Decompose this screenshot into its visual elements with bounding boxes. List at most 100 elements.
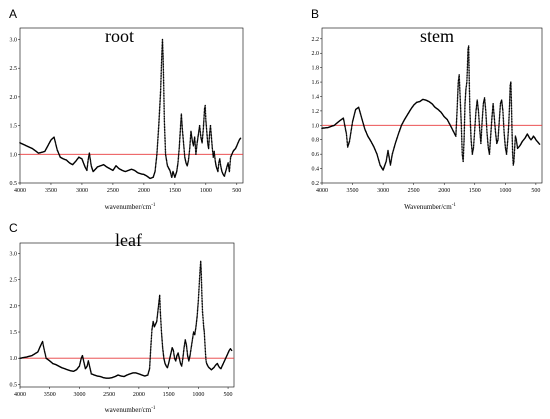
- data-point: [169, 171, 172, 174]
- data-point: [229, 159, 232, 161]
- data-point: [228, 167, 231, 170]
- data-point: [502, 122, 505, 125]
- data-point: [198, 284, 200, 286]
- data-point: [220, 166, 222, 168]
- data-point: [349, 133, 352, 136]
- data-point: [198, 292, 200, 294]
- data-point: [489, 142, 491, 145]
- data-point: [192, 143, 195, 146]
- data-point: [199, 127, 201, 130]
- data-point: [178, 147, 180, 150]
- data-point: [204, 115, 207, 118]
- data-point: [210, 137, 213, 140]
- data-point: [158, 118, 160, 121]
- data-point: [504, 140, 506, 142]
- data-point: [469, 123, 472, 126]
- data-point: [462, 157, 465, 160]
- data-point: [388, 154, 390, 157]
- data-point: [459, 89, 461, 92]
- data-point: [460, 121, 462, 124]
- data-point: [190, 344, 193, 346]
- data-point: [195, 326, 197, 328]
- data-point: [468, 100, 471, 103]
- y-tick-label: 0.4: [312, 167, 320, 173]
- data-point: [502, 116, 504, 118]
- data-point: [455, 123, 458, 126]
- data-point: [498, 113, 501, 115]
- data-point: [162, 54, 164, 56]
- data-point: [148, 367, 151, 370]
- data-point: [212, 156, 215, 158]
- data-point: [468, 55, 470, 57]
- data-point: [179, 127, 182, 130]
- data-point: [513, 149, 516, 152]
- x-axis-label-superscript: -1: [452, 203, 457, 208]
- data-point: [156, 318, 158, 320]
- x-tick-label: 2000: [133, 392, 145, 398]
- data-point: [509, 92, 511, 94]
- data-point: [203, 329, 205, 332]
- data-point: [90, 163, 92, 166]
- plot-frame: [19, 27, 244, 184]
- data-point: [182, 140, 185, 143]
- data-point: [204, 111, 207, 113]
- y-tick-label: 2.0: [10, 95, 18, 101]
- data-point: [198, 290, 200, 292]
- data-point: [177, 163, 179, 165]
- data-point: [161, 38, 164, 41]
- data-point: [463, 121, 466, 124]
- data-point: [462, 155, 465, 158]
- data-point: [170, 173, 172, 175]
- x-tick-label: 3000: [377, 188, 389, 194]
- data-point: [203, 116, 205, 118]
- data-point: [203, 328, 205, 331]
- data-point: [499, 107, 501, 109]
- data-point: [87, 159, 89, 161]
- data-point: [157, 305, 160, 307]
- data-point: [156, 154, 158, 157]
- data-point: [190, 345, 193, 348]
- data-point: [455, 130, 457, 133]
- data-point: [164, 136, 166, 138]
- data-point: [172, 349, 175, 352]
- data-point: [497, 137, 499, 139]
- data-point: [510, 107, 513, 110]
- x-axis-label-text: Wavenumber/cm: [404, 203, 452, 211]
- x-axis-label-superscript: -1: [151, 203, 156, 208]
- data-point: [463, 137, 465, 139]
- data-point: [194, 333, 196, 336]
- x-tick-label: 3500: [45, 188, 57, 194]
- data-point: [161, 338, 163, 340]
- data-point: [490, 124, 493, 127]
- data-point: [468, 82, 471, 85]
- data-point: [155, 320, 158, 323]
- data-point: [206, 140, 209, 143]
- data-point: [181, 362, 183, 365]
- x-tick-label: 1500: [163, 392, 175, 398]
- data-point: [474, 122, 476, 124]
- data-point: [476, 103, 479, 105]
- data-point: [509, 96, 511, 99]
- data-point: [510, 115, 513, 118]
- data-point: [170, 174, 172, 176]
- data-point: [191, 343, 193, 345]
- data-point: [44, 352, 46, 355]
- data-point: [169, 169, 171, 172]
- data-point: [483, 98, 486, 101]
- data-point: [172, 350, 175, 353]
- data-point: [183, 154, 186, 157]
- data-point: [493, 115, 495, 118]
- data-point: [514, 141, 516, 143]
- data-point: [462, 154, 465, 156]
- data-point: [204, 355, 207, 357]
- data-point: [468, 92, 471, 95]
- data-point: [455, 125, 458, 127]
- panel-title: leaf: [115, 230, 142, 250]
- data-point: [468, 98, 471, 101]
- data-point: [510, 114, 513, 116]
- panel-letter: C: [9, 221, 18, 235]
- data-point: [472, 144, 475, 147]
- data-point: [498, 116, 501, 118]
- data-point: [482, 105, 484, 108]
- data-point: [466, 78, 468, 80]
